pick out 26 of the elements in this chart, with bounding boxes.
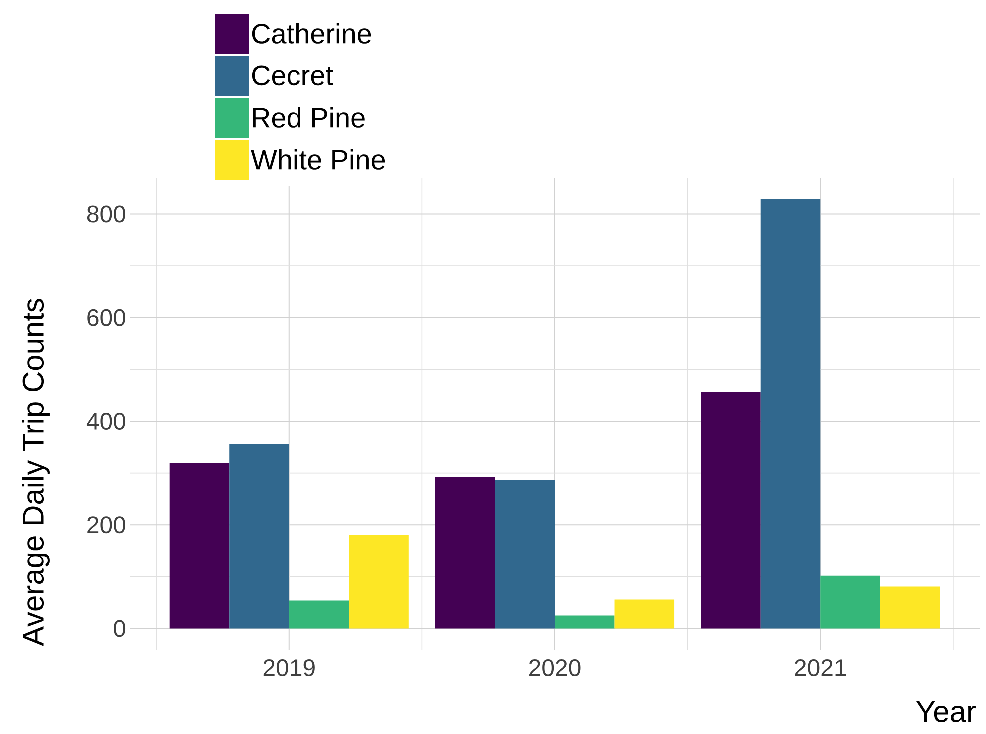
legend-label: Red Pine — [253, 107, 365, 128]
y-tick-label: 200 — [88, 516, 126, 534]
x-axis-title: Year — [916, 702, 976, 722]
x-tick-label: 2021 — [795, 660, 846, 677]
legend-label: Cecret — [252, 66, 334, 86]
bar — [880, 586, 940, 629]
y-tick-label: 400 — [86, 413, 126, 430]
bar — [170, 463, 230, 629]
bar — [230, 444, 290, 629]
bar — [289, 600, 350, 629]
y-axis-title: Average Daily Trip Counts — [22, 299, 50, 646]
y-tick-label: 600 — [88, 309, 126, 326]
x-tick-label: 2019 — [264, 660, 315, 677]
bar — [614, 600, 675, 629]
y-tick-label: 0 — [114, 620, 126, 638]
legend-label: White Pine — [251, 149, 386, 170]
bar — [555, 616, 615, 629]
bar — [701, 392, 761, 629]
legend-label: Catherine — [252, 23, 372, 44]
bar — [349, 534, 409, 629]
bar — [495, 480, 556, 629]
bar — [820, 576, 880, 629]
bar — [760, 199, 821, 629]
bar — [435, 477, 496, 629]
x-tick-label: 2020 — [530, 660, 581, 677]
y-tick-label: 800 — [87, 206, 126, 223]
